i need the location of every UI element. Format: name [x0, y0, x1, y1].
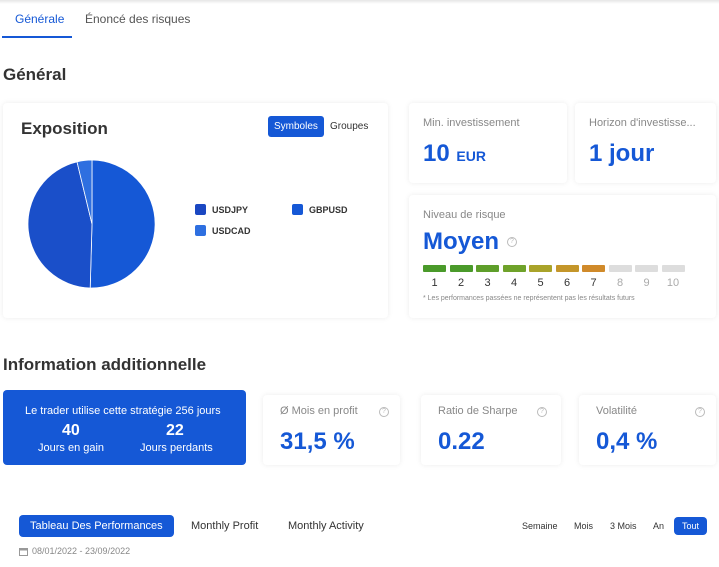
help-icon[interactable]: ?: [537, 407, 547, 417]
risk-level-bar-8: [608, 265, 632, 272]
section-title-general: Général: [3, 65, 67, 84]
horizon-card: [575, 103, 716, 183]
tab-monthly-profit[interactable]: Monthly Profit: [191, 520, 259, 532]
help-icon[interactable]: ?: [379, 407, 389, 417]
date-range: 08/01/2022 - 23/09/2022: [19, 546, 130, 556]
risk-level-number-4: 4: [510, 277, 518, 289]
risk-level-bar-3: [476, 265, 499, 272]
legend-label: GBPUSD: [309, 204, 348, 215]
stat-label-sharpe: Ratio de Sharpe: [438, 405, 518, 417]
active-tab-indicator: [2, 36, 72, 38]
stat-label-mois-profit: Ø Mois en profit: [280, 405, 358, 417]
strategy-card: Le trader utilise cette stratégie 256 jo…: [3, 390, 246, 465]
toggle-symboles[interactable]: Symboles: [268, 116, 324, 137]
risk-level-bar-6: [555, 265, 579, 272]
risk-level-bar-5: [529, 265, 552, 272]
legend-swatch-usdjpy: [195, 204, 206, 215]
legend-label: USDCAD: [212, 225, 251, 236]
pie-slice-usdcad: [76, 159, 93, 225]
risk-level-number-8: 8: [616, 277, 624, 289]
risk-level-bar-2: [449, 265, 473, 272]
horizon-label: Horizon d'investisse...: [589, 117, 696, 129]
legend-swatch-gbpusd: [292, 204, 303, 215]
legend-item-gbpusd: GBPUSD: [292, 204, 348, 215]
min-investment-amount: 10: [423, 140, 450, 167]
period-3-mois[interactable]: 3 Mois: [610, 521, 637, 531]
risk-level-bar-10: [661, 265, 685, 272]
legend-item-usdjpy: USDJPY: [195, 204, 248, 215]
risk-level-bar-7: [582, 265, 605, 272]
stat-value-volatilite: 0,4 %: [596, 428, 658, 455]
tab-enonce-des-risques[interactable]: Énoncé des risques: [85, 12, 191, 26]
risk-level-bar-1: [423, 265, 446, 272]
risk-card: [409, 195, 716, 318]
min-investment-card: [409, 103, 567, 183]
pie-slice-gbpusd: [27, 161, 93, 289]
stat-card-sharpe: [421, 395, 561, 465]
pie-slice-usdjpy: [89, 159, 156, 289]
top-shadow: [0, 0, 719, 4]
period-mois[interactable]: Mois: [574, 521, 594, 531]
gain-days-label: Jours en gain: [38, 442, 105, 454]
horizon-value: 1 jour: [589, 140, 655, 167]
risk-level-number-3: 3: [484, 277, 491, 289]
stat-value-mois-profit: 31,5 %: [280, 428, 355, 455]
risk-level-number-9: 9: [643, 277, 650, 289]
risk-level-number-5: 5: [537, 277, 544, 289]
risk-level-number-6: 6: [563, 277, 571, 289]
risk-level-number-1: 1: [431, 277, 438, 289]
stat-value-sharpe: 0.22: [438, 428, 485, 455]
risk-level-bar-9: [635, 265, 658, 272]
legend-label: USDJPY: [212, 204, 249, 215]
risk-label: Niveau de risque: [423, 209, 506, 221]
risk-footnote: * Les performances passées ne représente…: [423, 295, 635, 302]
date-range-text: 08/01/2022 - 23/09/2022: [32, 546, 131, 556]
exposition-title: Exposition: [21, 119, 108, 138]
legend-item-usdcad: USDCAD: [195, 225, 251, 236]
tab-tableau-des-performances[interactable]: Tableau Des Performances: [19, 515, 174, 537]
stat-label-volatilite: Volatilité: [596, 405, 637, 417]
loss-days-value: 22: [166, 422, 184, 439]
loss-days-label: Jours perdants: [140, 442, 213, 454]
help-icon[interactable]: ?: [695, 407, 705, 417]
section-title-additional: Information additionnelle: [3, 355, 207, 374]
period-tout[interactable]: Tout: [674, 517, 708, 535]
risk-level-number-7: 7: [590, 277, 597, 289]
risk-level-bar-4: [502, 265, 526, 272]
period-semaine[interactable]: Semaine: [522, 521, 558, 531]
calendar-icon: [19, 547, 28, 556]
stat-card-volatilite: [579, 395, 716, 465]
legend-swatch-usdcad: [195, 225, 206, 236]
min-investment-label: Min. investissement: [423, 117, 520, 129]
gain-days-value: 40: [62, 422, 80, 439]
strategy-text: Le trader utilise cette stratégie 256 jo…: [25, 405, 221, 417]
toggle-groupes[interactable]: Groupes: [330, 121, 369, 132]
period-an[interactable]: An: [653, 521, 665, 531]
tab-generale[interactable]: Générale: [15, 12, 65, 26]
min-investment-value: 10 EUR: [423, 140, 486, 168]
stat-card-mois-profit: [263, 395, 400, 465]
exposition-pie-chart: [27, 159, 156, 289]
tab-monthly-activity[interactable]: Monthly Activity: [288, 520, 364, 532]
risk-help-icon[interactable]: ?: [507, 237, 517, 247]
exposition-card: Exposition Symboles Groupes USDJPY GBPUS…: [3, 103, 388, 318]
risk-value: Moyen: [423, 228, 500, 255]
top-tabs: Générale Énoncé des risques: [0, 0, 719, 38]
min-investment-unit: EUR: [456, 148, 486, 164]
risk-level-number-2: 2: [457, 277, 465, 289]
risk-level-number-10: 10: [666, 277, 680, 289]
